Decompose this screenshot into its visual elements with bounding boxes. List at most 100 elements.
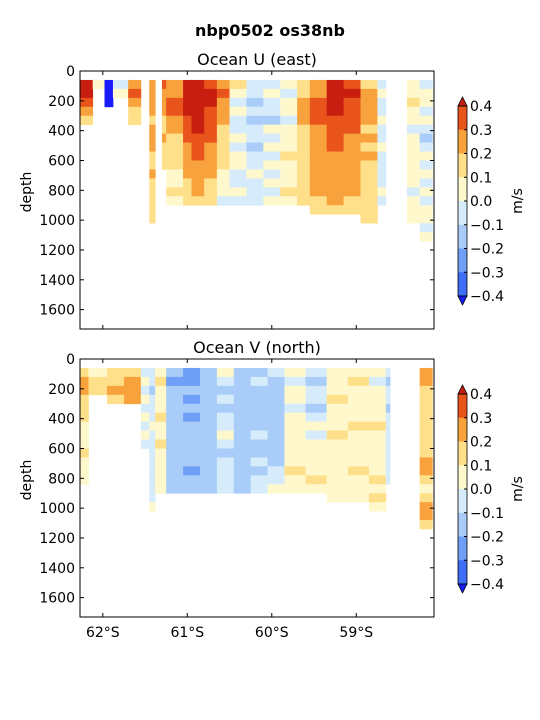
cell-s2-d2 <box>104 97 114 108</box>
cell-s0-d8 <box>80 439 89 449</box>
cell-s6-d9 <box>161 160 167 170</box>
cell-s15-d5 <box>280 124 298 135</box>
cell-s8-d13 <box>183 484 201 494</box>
cell-s13-d3 <box>267 394 285 405</box>
cell-s7-d13 <box>166 196 184 206</box>
cell-s19-d6 <box>385 421 391 431</box>
cell-s6-d8 <box>161 151 167 161</box>
cell-s6-d12 <box>155 475 167 485</box>
cell-s7-d4 <box>166 115 184 126</box>
y-tick-label: 1200 <box>39 243 75 259</box>
cell-s8-d10 <box>183 169 192 179</box>
cell-s13-d7 <box>267 430 285 440</box>
cell-s20-d6 <box>360 133 378 143</box>
cell-s23-d4 <box>419 115 433 126</box>
cell-s15-d9 <box>305 448 328 458</box>
y-tick-label: 0 <box>66 352 75 368</box>
cell-s18-d8 <box>326 151 344 161</box>
cell-s13-d13 <box>246 196 264 206</box>
cell-s6-d5 <box>155 412 167 423</box>
cell-s19-d4 <box>343 115 361 126</box>
cell-s17-d11 <box>309 178 328 188</box>
cell-s16-d11 <box>297 178 311 188</box>
colorbar-tick-label: −0.1 <box>470 218 504 234</box>
cell-s6-d3 <box>155 394 167 405</box>
cell-s20-d9 <box>419 448 433 458</box>
cell-s0-d0 <box>80 367 89 378</box>
colorbar-tick-label: −0.4 <box>470 577 504 593</box>
cell-s8-d5 <box>183 124 192 135</box>
cell-s17-d3 <box>347 394 370 405</box>
cell-s15-d10 <box>305 457 328 467</box>
colorbar-extend-top <box>457 384 468 395</box>
colorbar-tick-label: −0.3 <box>470 265 504 281</box>
cell-s20-d12 <box>360 187 378 197</box>
colorbar-tick-label: −0.2 <box>470 242 504 258</box>
cell-s9-d8 <box>199 439 218 449</box>
cell-s5-d6 <box>149 133 156 143</box>
cell-s9-d10 <box>191 169 205 179</box>
cell-s14-d5 <box>284 412 306 423</box>
cell-s16-d0 <box>297 79 311 90</box>
cell-s6-d7 <box>155 430 167 440</box>
cell-s11-d12 <box>233 475 252 485</box>
cell-s8-d12 <box>183 475 201 485</box>
cell-s19-d1 <box>343 88 361 99</box>
cell-s1-d1 <box>88 376 108 387</box>
cell-s18-d1 <box>368 376 387 387</box>
cell-s5-d12 <box>149 475 156 485</box>
cell-s20-d11 <box>419 466 433 476</box>
cell-s11-d6 <box>216 133 230 143</box>
cell-s18-d5 <box>368 412 387 423</box>
cell-s22-d1 <box>406 88 421 99</box>
cell-s11-d3 <box>233 394 252 405</box>
cell-s20-d12 <box>419 475 433 485</box>
cell-s2-d0 <box>107 367 125 378</box>
cell-s6-d2 <box>161 97 167 108</box>
cell-s11-d13 <box>233 484 252 494</box>
cell-s6-d3 <box>161 106 167 117</box>
cell-s5-d0 <box>149 367 156 378</box>
cell-s10-d7 <box>204 142 218 152</box>
cell-s13-d4 <box>246 115 264 126</box>
cell-s8-d0 <box>183 79 192 90</box>
colorbar-tick-label: 0.0 <box>470 194 492 210</box>
colorbar-band <box>458 512 467 537</box>
cell-s19-d2 <box>385 385 391 396</box>
cell-s10-d3 <box>204 106 218 117</box>
cell-s10-d11 <box>216 466 235 476</box>
cell-s20-d15 <box>419 502 433 512</box>
cell-s16-d1 <box>326 376 349 387</box>
cell-s11-d1 <box>233 376 252 387</box>
cell-s12-d7 <box>229 142 247 152</box>
colorbar-tick-label: −0.2 <box>470 530 504 546</box>
cell-s15-d6 <box>305 421 328 431</box>
cell-s11-d4 <box>233 403 252 414</box>
cell-s13-d11 <box>267 466 285 476</box>
cell-s21-d2 <box>377 97 387 108</box>
cell-s21-d0 <box>377 79 387 90</box>
colorbar-extend-bottom <box>457 583 468 594</box>
cell-s7-d3 <box>166 106 184 117</box>
cell-s23-d14 <box>419 205 433 215</box>
cell-s4-d1 <box>128 88 142 99</box>
cell-s12-d2 <box>250 385 268 396</box>
cell-s9-d12 <box>199 475 218 485</box>
cell-s16-d13 <box>297 196 311 206</box>
y-tick-label: 1200 <box>39 531 75 547</box>
colorbar-tick-label: 0.1 <box>470 170 492 186</box>
cell-s5-d10 <box>149 169 156 179</box>
cell-s18-d8 <box>368 439 387 449</box>
cell-s11-d11 <box>216 178 230 188</box>
y-axis-label: depth <box>19 172 35 213</box>
colorbar-band <box>458 153 467 178</box>
cell-s13-d0 <box>246 79 264 90</box>
y-tick-label: 1600 <box>39 303 75 319</box>
cell-s5-d15 <box>149 502 156 512</box>
cell-s14-d0 <box>263 79 281 90</box>
cell-s19-d0 <box>385 367 391 378</box>
axes-frame <box>79 70 435 330</box>
colorbar-tick-label: −0.1 <box>470 506 504 522</box>
cell-s10-d4 <box>204 115 218 126</box>
cell-s19-d14 <box>343 205 361 215</box>
